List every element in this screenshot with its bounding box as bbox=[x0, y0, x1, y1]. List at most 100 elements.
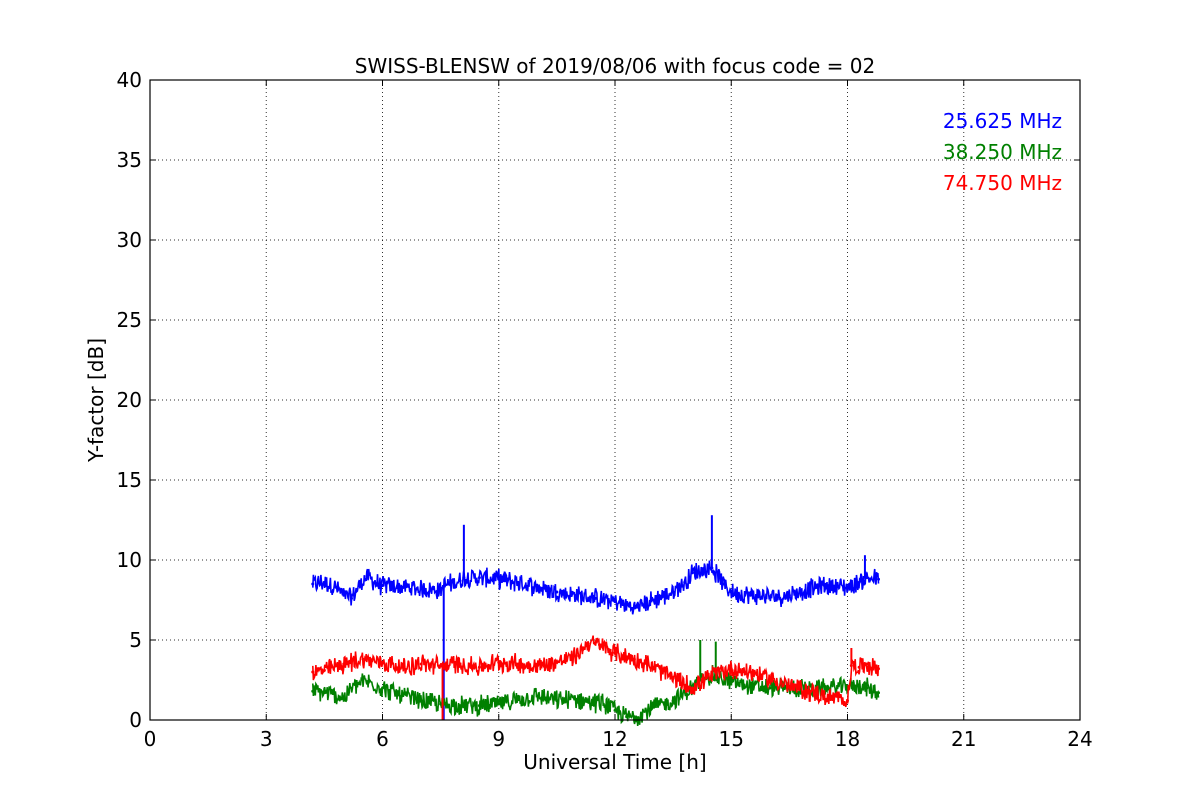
data-point bbox=[446, 582, 450, 586]
data-point bbox=[458, 704, 462, 708]
data-point bbox=[516, 580, 520, 584]
y-tick-label: 10 bbox=[117, 548, 142, 572]
data-point bbox=[342, 593, 346, 597]
data-point bbox=[857, 580, 861, 584]
data-point bbox=[749, 670, 753, 674]
data-point bbox=[729, 667, 733, 671]
data-point bbox=[722, 582, 725, 586]
data-point bbox=[322, 668, 326, 672]
data-point bbox=[632, 657, 636, 661]
data-point bbox=[536, 664, 539, 668]
data-point bbox=[729, 590, 733, 594]
data-point bbox=[787, 593, 791, 597]
legend-entry-38mhz: 38.250 MHz bbox=[943, 140, 1062, 164]
data-point bbox=[419, 699, 423, 703]
data-point bbox=[334, 585, 338, 589]
data-point bbox=[477, 665, 481, 669]
data-point bbox=[613, 600, 617, 604]
data-point bbox=[311, 582, 315, 586]
data-point bbox=[536, 694, 539, 698]
x-tick-label: 24 bbox=[1067, 727, 1092, 751]
data-point bbox=[625, 715, 629, 719]
data-point bbox=[458, 579, 462, 583]
x-tick-label: 15 bbox=[719, 727, 744, 751]
chart-title: SWISS-BLENSW of 2019/08/06 with focus co… bbox=[355, 54, 876, 78]
x-tick-label: 18 bbox=[835, 727, 860, 751]
data-point bbox=[322, 691, 326, 695]
x-tick-label: 12 bbox=[602, 727, 627, 751]
data-point bbox=[497, 660, 501, 664]
data-point bbox=[381, 584, 384, 588]
data-point bbox=[594, 700, 598, 704]
data-point bbox=[632, 715, 636, 719]
data-point bbox=[400, 694, 404, 698]
data-point bbox=[365, 680, 369, 684]
y-tick-label: 35 bbox=[117, 148, 142, 172]
data-point bbox=[311, 670, 315, 674]
data-point bbox=[419, 587, 423, 591]
x-tick-label: 6 bbox=[376, 727, 389, 751]
data-point bbox=[710, 673, 714, 677]
data-point bbox=[477, 704, 481, 708]
data-point bbox=[691, 686, 694, 690]
data-point bbox=[586, 641, 590, 645]
data-point bbox=[826, 696, 830, 700]
data-point bbox=[439, 588, 443, 592]
y-tick-label: 20 bbox=[117, 388, 142, 412]
y-tick-label: 40 bbox=[117, 68, 142, 92]
data-point bbox=[865, 576, 869, 580]
data-point bbox=[419, 662, 423, 666]
data-point bbox=[768, 686, 772, 690]
y-tick-label: 30 bbox=[117, 228, 142, 252]
x-tick-label: 9 bbox=[492, 727, 505, 751]
data-point bbox=[574, 654, 578, 658]
data-point bbox=[865, 686, 869, 690]
data-point bbox=[807, 689, 811, 693]
data-point bbox=[749, 593, 753, 597]
data-point bbox=[671, 590, 675, 594]
data-point bbox=[877, 667, 880, 671]
data-point bbox=[605, 702, 609, 706]
data-point bbox=[877, 691, 880, 695]
data-point bbox=[652, 665, 656, 669]
data-point bbox=[311, 689, 315, 693]
data-point bbox=[381, 686, 384, 690]
y-tick-label: 15 bbox=[117, 468, 142, 492]
data-point bbox=[826, 686, 830, 690]
data-point bbox=[652, 705, 656, 709]
data-point bbox=[691, 571, 694, 575]
data-point bbox=[381, 660, 384, 664]
legend-entry-25mhz: 25.625 MHz bbox=[943, 109, 1062, 133]
data-point bbox=[439, 664, 443, 668]
data-point bbox=[652, 598, 656, 602]
y-tick-label: 0 bbox=[129, 708, 142, 732]
data-point bbox=[787, 684, 791, 688]
x-tick-label: 3 bbox=[260, 727, 273, 751]
data-point bbox=[357, 584, 361, 588]
series-2 bbox=[311, 635, 880, 720]
series-layer bbox=[311, 515, 880, 727]
y-tick-label: 5 bbox=[129, 628, 142, 652]
series-line bbox=[312, 635, 880, 708]
data-point bbox=[516, 697, 520, 701]
data-point bbox=[353, 683, 357, 687]
data-point bbox=[598, 643, 601, 647]
data-point bbox=[857, 665, 861, 669]
series-0 bbox=[311, 515, 880, 720]
data-point bbox=[555, 660, 559, 664]
x-tick-label: 21 bbox=[951, 727, 976, 751]
series-line bbox=[312, 560, 880, 615]
y-tick-label: 25 bbox=[117, 308, 142, 332]
data-point bbox=[729, 680, 733, 684]
data-point bbox=[400, 665, 404, 669]
data-point bbox=[555, 699, 559, 703]
legend: 25.625 MHz 38.250 MHz 74.750 MHz bbox=[943, 109, 1062, 195]
data-point bbox=[857, 683, 861, 687]
data-point bbox=[768, 595, 772, 599]
data-point bbox=[749, 684, 753, 688]
data-point bbox=[350, 596, 353, 600]
data-point bbox=[400, 585, 404, 589]
data-point bbox=[361, 657, 365, 661]
data-point bbox=[373, 580, 377, 584]
